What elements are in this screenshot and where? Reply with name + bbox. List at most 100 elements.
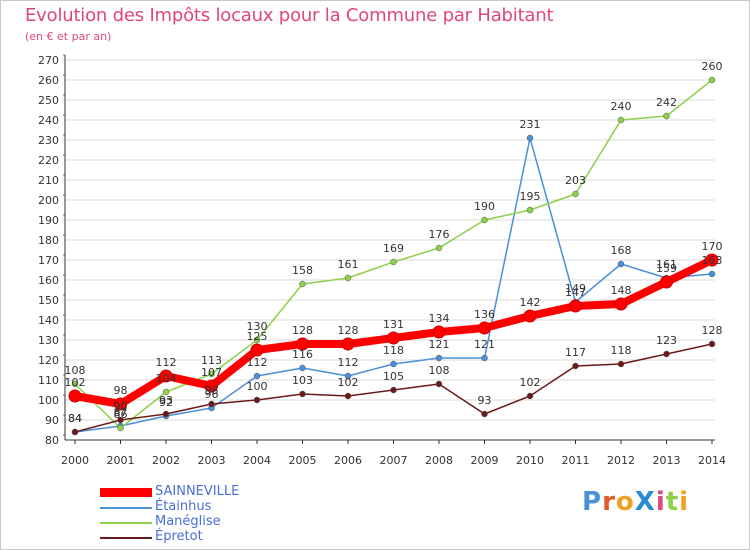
x-tick-label: 2010	[516, 454, 544, 467]
proxiti-logo: ProXiti	[582, 487, 689, 517]
data-label: 102	[65, 376, 86, 389]
legend-item: Étainhus	[100, 499, 320, 515]
y-tick-label: 180	[38, 234, 59, 247]
data-label: 84	[68, 412, 82, 425]
data-label: 123	[656, 334, 677, 347]
data-label: 118	[383, 344, 404, 357]
data-point	[705, 253, 719, 267]
data-point	[250, 343, 264, 357]
y-tick-label: 190	[38, 214, 59, 227]
data-label: 112	[247, 356, 268, 369]
data-label: 105	[383, 370, 404, 383]
data-label: 102	[338, 376, 359, 389]
data-label: 108	[65, 364, 86, 377]
data-point	[253, 336, 261, 344]
data-label: 159	[656, 262, 677, 275]
data-label: 93	[159, 394, 173, 407]
data-point	[478, 321, 491, 335]
y-tick-label: 130	[38, 334, 59, 347]
x-tick-label: 2009	[471, 454, 499, 467]
data-point	[526, 392, 534, 400]
data-point	[435, 244, 443, 252]
y-tick-label: 210	[38, 174, 59, 187]
y-tick-label: 240	[38, 114, 59, 127]
data-label: 92	[159, 396, 173, 409]
y-tick-label: 140	[38, 314, 59, 327]
data-label: 84	[68, 412, 82, 425]
data-point	[481, 354, 488, 362]
data-label: 128	[338, 324, 359, 337]
data-point	[526, 206, 534, 214]
legend-swatch	[100, 537, 152, 539]
data-point	[344, 392, 352, 400]
data-label: 103	[292, 374, 313, 387]
data-point	[435, 354, 443, 362]
data-label: 169	[383, 242, 404, 255]
legend-label: Manéglise	[155, 514, 221, 529]
data-label: 108	[429, 364, 450, 377]
data-point	[299, 280, 306, 288]
data-point	[481, 410, 488, 418]
legend-label: SAINNEVILLE	[155, 484, 240, 499]
data-point	[299, 390, 306, 398]
data-point	[68, 389, 82, 403]
x-tick-label: 2007	[380, 454, 408, 467]
data-point	[663, 350, 670, 358]
data-label: 176	[429, 228, 450, 241]
x-tick-label: 2008	[425, 454, 453, 467]
data-label: 128	[292, 324, 313, 337]
data-label: 203	[565, 174, 586, 187]
data-label: 87	[114, 406, 128, 419]
y-tick-label: 160	[38, 274, 59, 287]
legend-swatch	[100, 522, 152, 524]
data-point	[663, 112, 670, 120]
logo-letter: X	[634, 487, 656, 517]
y-tick-label: 90	[45, 414, 59, 427]
y-tick-label: 150	[38, 294, 59, 307]
data-label: 242	[656, 96, 677, 109]
data-point	[617, 360, 625, 368]
data-label: 240	[611, 100, 632, 113]
data-label: 121	[474, 338, 495, 351]
data-point	[344, 372, 352, 380]
data-label: 117	[565, 346, 586, 359]
data-point	[569, 299, 582, 313]
data-label: 98	[114, 384, 128, 397]
chart-legend: SAINNEVILLE Étainhus Manéglise Épretot	[100, 484, 320, 545]
data-point	[299, 364, 306, 372]
y-tick-label: 110	[38, 374, 59, 387]
data-point	[117, 424, 124, 432]
data-label: 112	[156, 356, 177, 369]
logo-letter: i	[655, 487, 666, 517]
data-label: 158	[292, 264, 313, 277]
data-label: 116	[292, 348, 313, 361]
data-point	[162, 388, 170, 396]
data-label: 121	[429, 338, 450, 351]
y-tick-label: 120	[38, 354, 59, 367]
data-label: 104	[156, 372, 177, 385]
x-tick-label: 2000	[61, 454, 89, 467]
data-label: 107	[201, 366, 222, 379]
data-point	[205, 379, 218, 393]
data-point	[344, 274, 352, 282]
data-point	[708, 270, 716, 278]
data-label: 195	[520, 190, 541, 203]
x-tick-label: 2014	[698, 454, 726, 467]
data-label: 148	[611, 284, 632, 297]
data-label: 112	[338, 356, 359, 369]
data-label: 131	[383, 318, 404, 331]
data-point	[114, 397, 127, 411]
data-point	[523, 309, 537, 323]
data-point	[390, 360, 397, 368]
data-point	[162, 410, 170, 418]
data-point	[572, 362, 579, 370]
data-point	[208, 400, 215, 408]
y-tick-label: 200	[38, 194, 59, 207]
y-tick-label: 260	[38, 74, 59, 87]
data-point	[614, 297, 628, 311]
data-point	[387, 331, 400, 345]
data-point	[390, 258, 397, 266]
data-point	[572, 190, 579, 198]
